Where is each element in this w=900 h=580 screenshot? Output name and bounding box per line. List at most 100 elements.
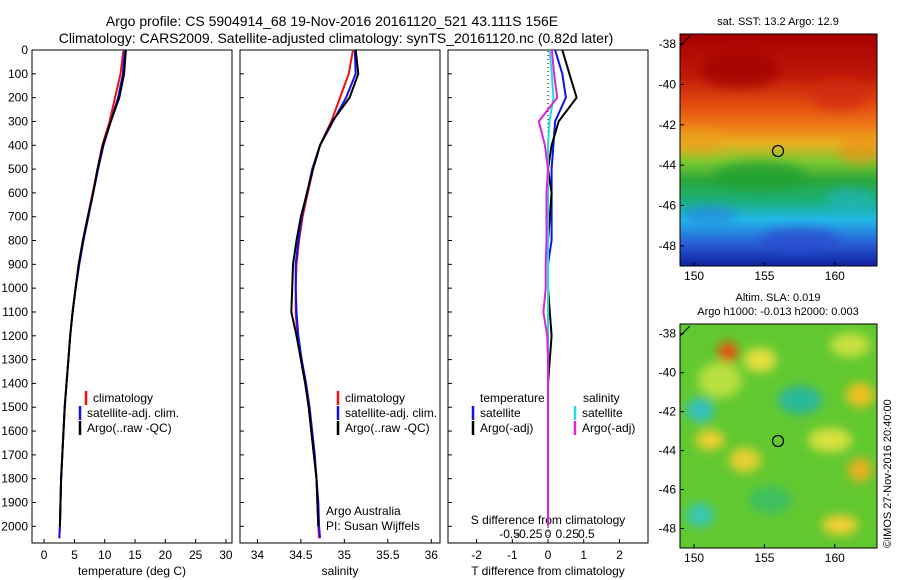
map-y-tick-label: -42: [659, 118, 677, 132]
x-tick-label: -2: [471, 548, 482, 562]
map-y-tick-label: -42: [659, 405, 677, 419]
sst-map-frame: [679, 33, 878, 267]
depth-tick-label: 1400: [1, 376, 28, 390]
temperature-axis-label: temperature (deg C): [78, 564, 186, 578]
difference-series: [537, 49, 578, 527]
depth-tick-label: 1200: [1, 329, 28, 343]
temperature-x-axis: 0 5 10 15 20 25 30: [41, 539, 233, 562]
x2-tick-label: -0.5: [499, 527, 520, 541]
x-tick-label: 20: [159, 548, 173, 562]
legend-heading-salinity: salinity: [583, 391, 620, 405]
sla-map-axes: 150 155 160 -38 -40 -42 -44 -46 -48: [659, 327, 845, 565]
depth-tick-label: 800: [8, 234, 28, 248]
x2-tick-label: 0.25: [556, 527, 580, 541]
x-tick-label: 5: [71, 548, 78, 562]
x-tick-label: 34.5: [289, 548, 313, 562]
x-tick-label: 2: [616, 548, 623, 562]
x-tick-label: 1: [580, 548, 587, 562]
sla-map-title-line2: Argo h1000: -0.013 h2000: 0.003: [697, 306, 858, 318]
map-y-tick-label: -48: [659, 239, 677, 253]
figure-title-line2: Climatology: CARS2009. Satellite-adjuste…: [59, 30, 614, 46]
legend-label-s-satellite: satellite: [582, 406, 623, 420]
series-line-climatology: [294, 49, 354, 539]
map-y-tick-label: -40: [659, 366, 677, 380]
depth-tick-label: 600: [8, 186, 28, 200]
depth-tick-label: 1800: [1, 472, 28, 486]
salinity-series: [290, 49, 360, 539]
x-tick-label: 0: [545, 548, 552, 562]
map-x-tick-label: 155: [754, 269, 774, 283]
depth-tick-label: 300: [8, 114, 28, 128]
series-line-climatology: [58, 49, 125, 539]
credit-line1: Argo Australia: [326, 504, 401, 518]
depth-tick-label: 1500: [1, 400, 28, 414]
legend-label-argo: Argo(..raw -QC): [87, 421, 172, 435]
map-y-tick-label: -44: [659, 158, 677, 172]
x-tick-label: 36: [425, 548, 439, 562]
depth-tick-label: 100: [8, 67, 28, 81]
map-y-tick-label: -46: [659, 198, 677, 212]
sst-coastline: [679, 35, 691, 47]
salinity-panel-frame: [239, 49, 441, 544]
figure-title-line1: Argo profile: CS 5904914_68 19-Nov-2016 …: [106, 13, 558, 29]
depth-tick-label: 1600: [1, 424, 28, 438]
difference-x-axis: -2 -1 0 1 2: [471, 539, 623, 562]
depth-tick-label: 900: [8, 257, 28, 271]
sla-heatmap: [680, 324, 877, 548]
map-y-tick-label: -40: [659, 77, 677, 91]
legend-label-t-argo: Argo(-adj): [480, 421, 533, 435]
x-tick-label: -1: [507, 548, 518, 562]
legend-label-argo: Argo(..raw -QC): [345, 421, 430, 435]
depth-tick-label: 500: [8, 162, 28, 176]
map-x-tick-label: 155: [754, 551, 774, 565]
salinity-axis-label: salinity: [322, 564, 359, 578]
legend-label-climatology: climatology: [345, 391, 405, 405]
x-tick-label: 35: [338, 548, 352, 562]
x-tick-label: 35.5: [376, 548, 400, 562]
legend-label-s-argo: Argo(-adj): [582, 421, 635, 435]
series-line-argo-raw-qc-: [290, 49, 360, 527]
series-line-temperature-satellite: [547, 49, 567, 527]
map-y-tick-label: -38: [659, 327, 677, 341]
sst-argo-location-marker: [771, 144, 785, 158]
series-line-temperature-argo-adj-: [547, 49, 578, 527]
map-x-tick-label: 160: [825, 551, 845, 565]
legend-label-satellite: satellite-adj. clim.: [345, 406, 437, 420]
depth-tick-label: 700: [8, 210, 28, 224]
depth-tick-label: 1100: [2, 305, 28, 319]
imos-timestamp: ©IMOS 27-Nov-2016 20:40:00: [882, 399, 894, 548]
depth-tick-label: 1300: [1, 353, 28, 367]
x-tick-label: 0: [41, 548, 48, 562]
temperature-panel-frame: [31, 49, 233, 544]
map-x-tick-label: 150: [684, 551, 704, 565]
depth-axis: 0 100 200 300 400 500 600 700 800 900 1000 1100 1200…: [1, 43, 452, 533]
difference-legend: temperature satellite Argo(-adj) salinit…: [471, 391, 635, 435]
x2-tick-label: -0.25: [515, 527, 543, 541]
depth-tick-label: 1000: [1, 281, 28, 295]
x-tick-label: 15: [128, 548, 142, 562]
depth-tick-label: 0: [21, 43, 28, 57]
map-x-tick-label: 160: [825, 269, 845, 283]
map-y-tick-label: -48: [659, 522, 677, 536]
sla-map-frame: [679, 323, 878, 549]
depth-tick-label: 200: [8, 91, 28, 105]
x-tick-label: 34: [251, 548, 265, 562]
x-tick-label: 25: [189, 548, 203, 562]
legend-label-climatology: climatology: [93, 391, 153, 405]
temperature-series: [58, 49, 127, 539]
t-difference-axis-label: T difference from climatology: [471, 564, 625, 578]
sst-map-title: sat. SST: 13.2 Argo: 12.9: [717, 16, 839, 28]
salinity-difference-x-axis: -0.5-0.25 0 0.25 0.5: [499, 527, 595, 541]
legend-heading-temperature: temperature: [480, 391, 545, 405]
map-x-tick-label: 150: [684, 269, 704, 283]
x2-tick-label: 0.5: [578, 527, 595, 541]
salinity-x-axis: 34 34.5 35 35.5 36: [251, 539, 439, 562]
depth-tick-label: 2000: [1, 519, 28, 533]
temperature-legend: climatology satellite-adj. clim. Argo(..…: [78, 391, 179, 435]
sla-map-title-line1: Altim. SLA: 0.019: [736, 292, 821, 304]
x2-tick-label: 0: [545, 527, 552, 541]
credit-line2: PI: Susan Wijffels: [326, 519, 420, 533]
series-line-satellite-adj-clim-: [294, 49, 357, 539]
map-y-tick-label: -38: [659, 37, 677, 51]
depth-tick-label: 400: [8, 138, 28, 152]
